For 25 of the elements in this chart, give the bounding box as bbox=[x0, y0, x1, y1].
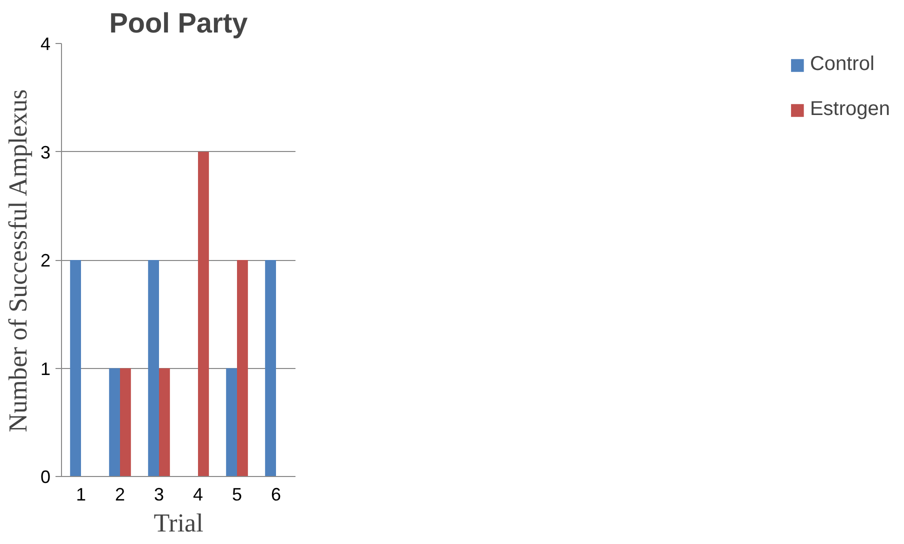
legend-label: Control bbox=[810, 53, 874, 76]
y-tick-label: 2 bbox=[40, 250, 51, 270]
y-tick-label: 0 bbox=[40, 467, 51, 487]
x-tick-label: 3 bbox=[154, 484, 164, 504]
bar bbox=[226, 368, 237, 476]
bar bbox=[120, 368, 131, 476]
bar bbox=[237, 260, 248, 476]
bar bbox=[198, 152, 209, 476]
x-axis-title: Trial bbox=[154, 508, 204, 538]
bar bbox=[159, 368, 170, 476]
bar bbox=[70, 260, 81, 476]
x-tick-label: 4 bbox=[192, 484, 204, 504]
x-tick-label: 5 bbox=[232, 484, 242, 504]
x-tick-label: 2 bbox=[114, 484, 126, 504]
bar bbox=[109, 368, 120, 476]
y-axis-title: Number of Successful Amplexus bbox=[3, 89, 32, 432]
y-tick-label: 1 bbox=[40, 358, 51, 379]
x-tick-label: 1 bbox=[76, 484, 86, 504]
legend-label: Estrogen bbox=[810, 98, 890, 121]
bar bbox=[148, 260, 159, 476]
bar bbox=[265, 260, 276, 476]
y-tick-label: 3 bbox=[40, 142, 51, 162]
chart-title: Pool Party bbox=[109, 8, 248, 38]
x-tick-label: 6 bbox=[270, 484, 282, 504]
y-tick-label: 4 bbox=[40, 34, 51, 54]
